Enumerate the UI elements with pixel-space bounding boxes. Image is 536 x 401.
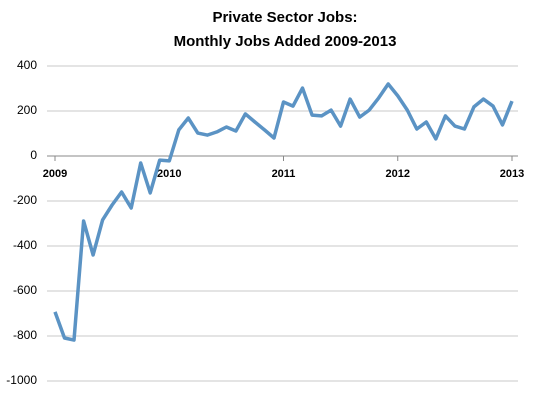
y-tick-label: 200 — [17, 103, 37, 117]
y-tick-label: -200 — [13, 193, 37, 207]
y-tick-label: -800 — [13, 328, 37, 342]
y-tick-label: -600 — [13, 283, 37, 297]
y-tick-label: -400 — [13, 238, 37, 252]
x-tick-label: 2009 — [43, 168, 67, 180]
y-tick-label: 400 — [17, 58, 37, 72]
x-tick-label: 2013 — [500, 168, 524, 180]
y-tick-label: -1000 — [6, 373, 37, 387]
x-tick-label: 2010 — [157, 168, 181, 180]
chart-subtitle: Monthly Jobs Added 2009-2013 — [174, 33, 397, 50]
y-tick-label: 0 — [30, 148, 37, 162]
x-tick-label: 2012 — [386, 168, 410, 180]
x-tick-label: 2011 — [272, 168, 296, 180]
chart-title: Private Sector Jobs: — [212, 9, 357, 26]
data-line — [53, 82, 514, 342]
